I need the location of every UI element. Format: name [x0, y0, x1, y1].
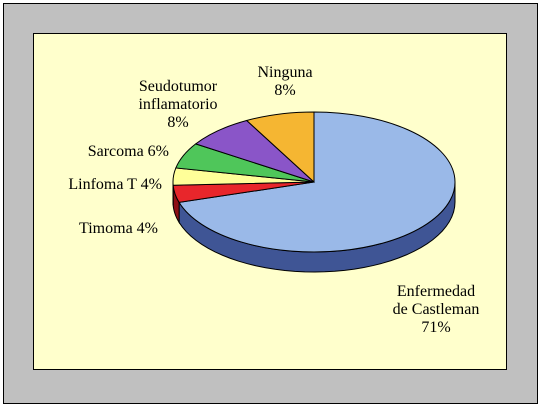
slice-label: Sarcoma 6% [88, 143, 169, 160]
slice-label: Ninguna 8% [257, 64, 312, 99]
slice-label: Enfermedad de Castleman 71% [393, 283, 480, 336]
slice-label: Timoma 4% [79, 220, 158, 237]
slice-label: Seudotumor inflamatorio 8% [138, 78, 217, 131]
pie-slice [178, 111, 456, 253]
slice-label: Linfoma T 4% [68, 176, 162, 193]
pie-slice [245, 111, 315, 184]
